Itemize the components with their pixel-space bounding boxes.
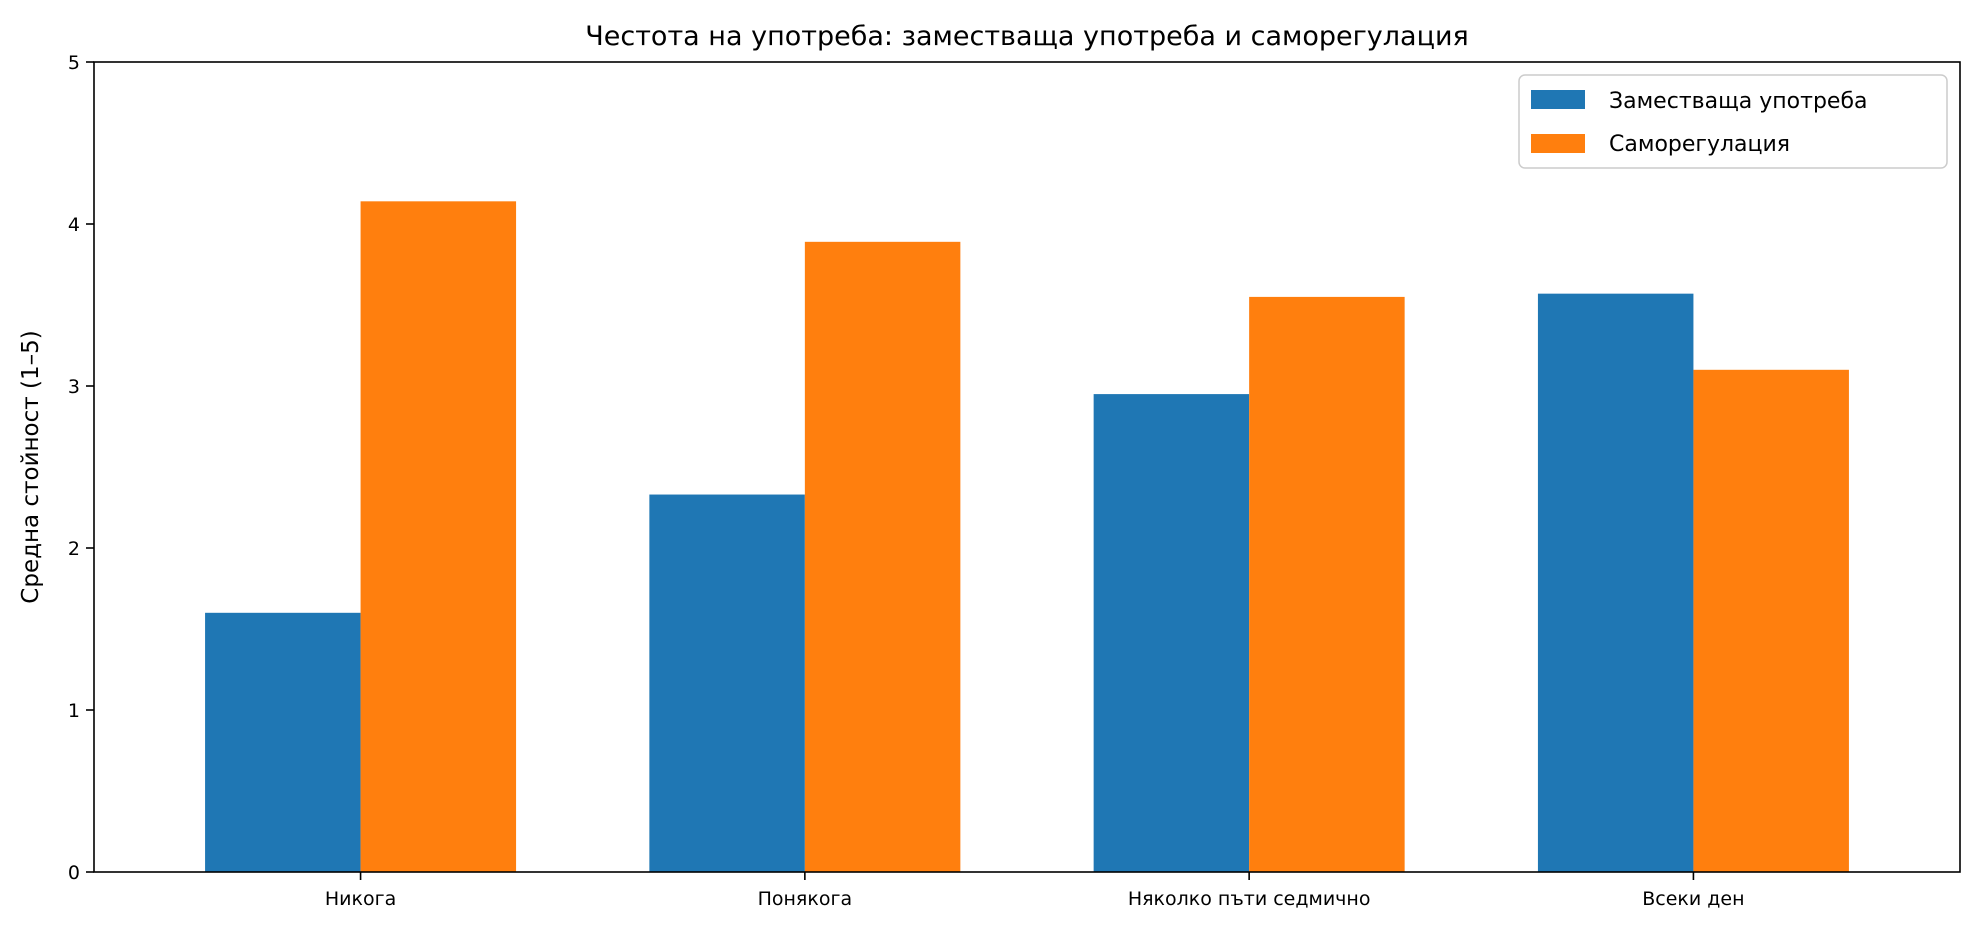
x-axis: Никога Понякога Няколко пъти седмично Всеки… [325,872,1745,910]
legend: Заместваща употреба Саморегулация [1518,74,1948,169]
y-tick-label-0: 0 [68,862,80,884]
x-tick-label-1: Понякога [758,888,853,910]
bar-series-1-category-4 [1537,293,1694,872]
plot-frame [93,61,1961,873]
bar-series-2-category-4 [1693,369,1849,872]
bar-series-1-category-1 [205,612,361,872]
y-tick-label-3: 3 [68,376,80,398]
x-tick-label-0: Никога [325,888,396,910]
y-tick-label-5: 5 [68,52,80,74]
y-tick-label-4: 4 [68,214,80,236]
bar-series-1-category-2 [649,494,805,872]
chart-title: Честота на употреба: заместваща употреба… [585,21,1469,52]
bar-series-2-category-2 [804,241,961,872]
legend-swatch-series-1 [1531,90,1585,109]
legend-label-series-1: Заместваща употреба [1609,89,1868,114]
y-tick-label-2: 2 [68,538,80,560]
bar-series-2-category-1 [360,201,517,872]
legend-label-series-2: Саморегулация [1609,132,1790,157]
legend-swatch-series-2 [1531,134,1585,153]
bar-series-1-category-3 [1093,394,1250,872]
bars-layer [205,201,1849,872]
y-tick-label-1: 1 [68,700,80,722]
x-tick-label-3: Всеки ден [1642,888,1744,910]
y-axis: 0 1 2 3 4 5 [68,52,94,884]
y-axis-label: Средна стойност (1–5) [18,330,44,603]
bar-series-2-category-3 [1249,296,1405,872]
x-tick-label-2: Няколко пъти седмично [1128,888,1371,910]
legend-frame [1518,74,1948,169]
